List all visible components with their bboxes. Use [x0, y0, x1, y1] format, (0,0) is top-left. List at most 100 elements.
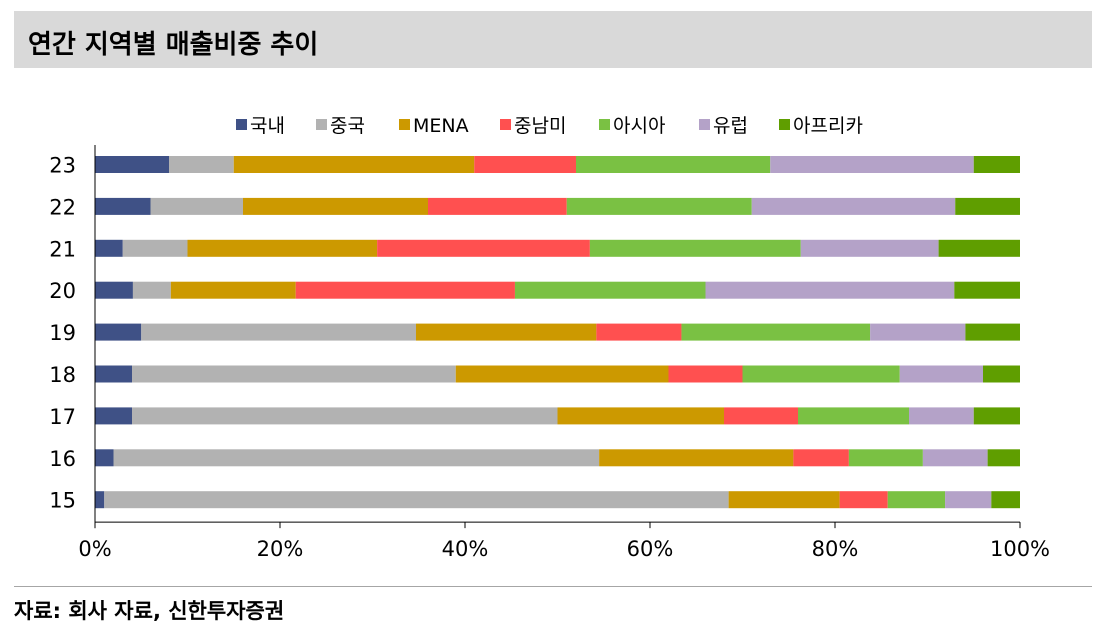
legend-label-1: 중국: [330, 115, 365, 137]
bar-16-6: [987, 449, 1020, 467]
bar-19-0: [95, 323, 142, 341]
x-tick-label-1: 20%: [257, 537, 304, 561]
bar-20-4: [514, 281, 706, 299]
bar-23-4: [576, 156, 771, 173]
bar-23-1: [169, 156, 234, 173]
y-tick-label-19: 19: [49, 321, 76, 345]
bar-17-5: [909, 407, 974, 425]
bar-21-2: [187, 239, 378, 257]
legend-swatch-5: [699, 119, 710, 130]
y-axis-labels: 23 22 21 20 19 18 17 16 15: [49, 154, 76, 513]
bar-21-5: [800, 239, 939, 257]
bar-20-6: [954, 281, 1020, 299]
title-bar: 연간 지역별 매출비중 추이: [14, 11, 1092, 68]
chart-legend: 국내 중국 MENA 중남미 아시아 유럽 아프리카: [236, 115, 863, 137]
legend-swatch-4: [599, 119, 610, 130]
bar-16-5: [922, 449, 988, 467]
x-tick-label-3: 60%: [627, 537, 674, 561]
y-tick-label-17: 17: [49, 405, 76, 429]
y-tick-label-22: 22: [49, 195, 76, 219]
bar-20-1: [132, 281, 171, 299]
y-tick-label-20: 20: [49, 279, 76, 303]
x-tick-label-2: 40%: [442, 537, 489, 561]
bar-18-6: [983, 365, 1020, 383]
bar-20-3: [295, 281, 515, 299]
y-tick-label-21: 21: [49, 237, 76, 261]
bar-15-1: [104, 491, 729, 509]
bar-18-5: [899, 365, 983, 383]
bar-19-2: [415, 323, 597, 341]
legend-label-5: 유럽: [713, 115, 748, 137]
bar-17-1: [132, 407, 558, 425]
legend-label-2: MENA: [413, 115, 469, 137]
y-tick-label-15: 15: [49, 489, 76, 513]
x-axis: 0% 20% 40% 60% 80% 100%: [78, 145, 1050, 561]
legend-swatch-1: [316, 119, 327, 130]
bar-23-2: [233, 156, 475, 173]
bar-23-3: [474, 156, 576, 173]
page-title: 연간 지역별 매출비중 추이: [28, 30, 319, 60]
legend-label-0: 국내: [250, 115, 285, 137]
bar-22-0: [95, 197, 151, 215]
legend-label-4: 아시아: [613, 115, 665, 137]
legend-swatch-6: [779, 119, 790, 130]
bar-21-4: [589, 239, 801, 257]
bar-21-6: [938, 239, 1020, 257]
bar-16-4: [848, 449, 923, 467]
bar-16-3: [793, 449, 849, 467]
x-tick-label-5: 100%: [990, 537, 1050, 561]
bar-17-2: [557, 407, 724, 425]
legend-label-3: 중남미: [514, 115, 566, 137]
chart-bars: [95, 156, 1020, 509]
bar-19-1: [141, 323, 416, 341]
bar-23-5: [770, 156, 974, 173]
bar-15-3: [839, 491, 888, 509]
bar-17-6: [973, 407, 1020, 425]
bar-22-6: [955, 197, 1020, 215]
bar-19-3: [596, 323, 682, 341]
bar-18-3: [668, 365, 743, 383]
footer-divider: [14, 586, 1092, 587]
x-tick-label-0: 0%: [78, 537, 111, 561]
bar-23-0: [95, 156, 169, 173]
bar-17-3: [724, 407, 798, 425]
bar-15-4: [887, 491, 946, 509]
bar-15-6: [991, 491, 1020, 509]
bar-23-6: [973, 156, 1020, 173]
legend-swatch-3: [500, 119, 511, 130]
bar-22-5: [751, 197, 956, 215]
bar-18-0: [95, 365, 132, 383]
bar-15-0: [95, 491, 105, 509]
bar-17-0: [95, 407, 132, 425]
bar-17-4: [798, 407, 909, 425]
bar-20-2: [170, 281, 296, 299]
bar-16-2: [599, 449, 794, 467]
bar-21-1: [122, 239, 188, 257]
bar-22-3: [428, 197, 567, 215]
bar-22-1: [150, 197, 243, 215]
bar-16-1: [113, 449, 600, 467]
bar-22-2: [243, 197, 428, 215]
bar-15-5: [945, 491, 992, 509]
y-tick-label-18: 18: [49, 363, 76, 387]
legend-label-6: 아프리카: [793, 115, 863, 137]
legend-swatch-0: [236, 119, 247, 130]
bar-20-0: [95, 281, 133, 299]
bar-18-2: [455, 365, 669, 383]
bar-16-0: [95, 449, 114, 467]
bar-21-0: [95, 239, 123, 257]
bar-19-5: [870, 323, 966, 341]
legend-swatch-2: [399, 119, 410, 130]
y-tick-label-16: 16: [49, 447, 76, 471]
source-note: 자료: 회사 자료, 신한투자증권: [14, 599, 285, 623]
bar-18-4: [742, 365, 900, 383]
x-tick-label-4: 80%: [812, 537, 859, 561]
bar-21-3: [377, 239, 590, 257]
bar-18-1: [132, 365, 456, 383]
y-tick-label-23: 23: [49, 154, 76, 178]
bar-15-2: [728, 491, 840, 509]
bar-22-4: [566, 197, 752, 215]
bar-19-4: [681, 323, 871, 341]
bar-19-6: [965, 323, 1020, 341]
